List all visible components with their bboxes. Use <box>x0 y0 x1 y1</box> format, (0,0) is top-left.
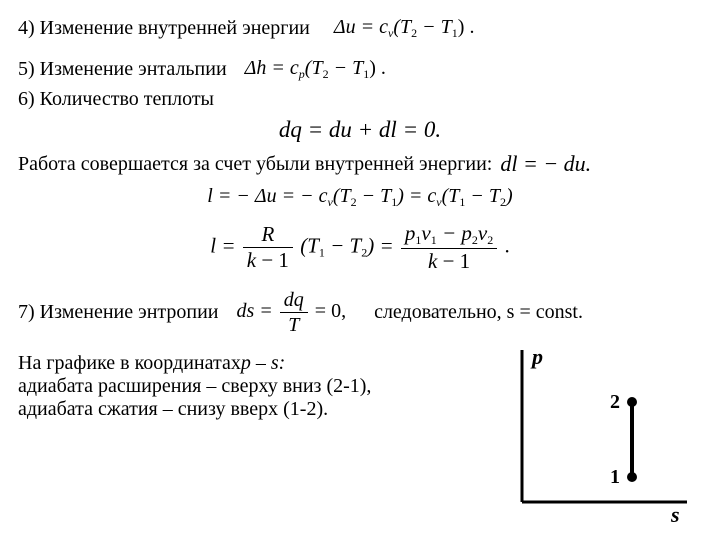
formula-dq-row: dq = du + dl = 0. <box>18 117 702 143</box>
svg-text:p: p <box>530 344 543 369</box>
formula-dh: Δh = cp(T2 − T1) . <box>245 57 386 82</box>
formula-work-eq-row: l = − Δu = − cv(T2 − T1) = cv(T1 − T2) <box>18 185 702 210</box>
svg-text:s: s <box>670 502 680 522</box>
formula-dl-du: dl = − du. <box>500 151 591 177</box>
item-5: 5) Изменение энтальпии Δh = cp(T2 − T1) … <box>18 57 702 82</box>
item-5-label: 5) Изменение энтальпии <box>18 58 227 81</box>
svg-text:2: 2 <box>610 391 620 413</box>
work-line: Работа совершается за счет убыли внутрен… <box>18 151 702 177</box>
document-page: 4) Изменение внутренней энергии Δu = cv(… <box>0 0 720 540</box>
item-6-label: 6) Количество теплоты <box>18 88 214 111</box>
formula-ds: ds = dq T = 0, <box>237 289 347 336</box>
formula-work-frac-row: l = R k − 1 (T1 − T2) = p1v1 − p2v2 k − … <box>18 222 702 273</box>
graph-intro: На графике в координатах <box>18 352 241 375</box>
item-7-tail: следовательно, s = const. <box>374 301 583 324</box>
svg-text:1: 1 <box>610 466 620 488</box>
item-7: 7) Изменение энтропии ds = dq T = 0, сле… <box>18 289 702 336</box>
item-6: 6) Количество теплоты <box>18 88 702 111</box>
work-text: Работа совершается за счет убыли внутрен… <box>18 153 492 176</box>
formula-dq: dq = du + dl = 0. <box>279 117 441 143</box>
graph-description: На графике в координатах р – s: адиабата… <box>18 352 448 421</box>
item-4: 4) Изменение внутренней энергии Δu = cv(… <box>18 16 702 41</box>
item-7-label: 7) Изменение энтропии <box>18 301 219 324</box>
formula-work-eq: l = − Δu = − cv(T2 − T1) = cv(T1 − T2) <box>207 185 512 210</box>
graph-coords: р – s: <box>241 352 285 375</box>
formula-du: Δu = cv(T2 − T1) . <box>334 16 475 41</box>
ps-chart-svg: p s 1 2 <box>492 342 692 522</box>
formula-work-frac: l = R k − 1 (T1 − T2) = p1v1 − p2v2 k − … <box>210 222 509 273</box>
ps-chart: p s 1 2 <box>492 342 692 528</box>
item-4-label: 4) Изменение внутренней энергии <box>18 17 310 40</box>
graph-compression: адиабата сжатия – снизу вверх (1-2). <box>18 398 448 421</box>
graph-expansion: адиабата расширения – сверху вниз (2-1), <box>18 375 448 398</box>
